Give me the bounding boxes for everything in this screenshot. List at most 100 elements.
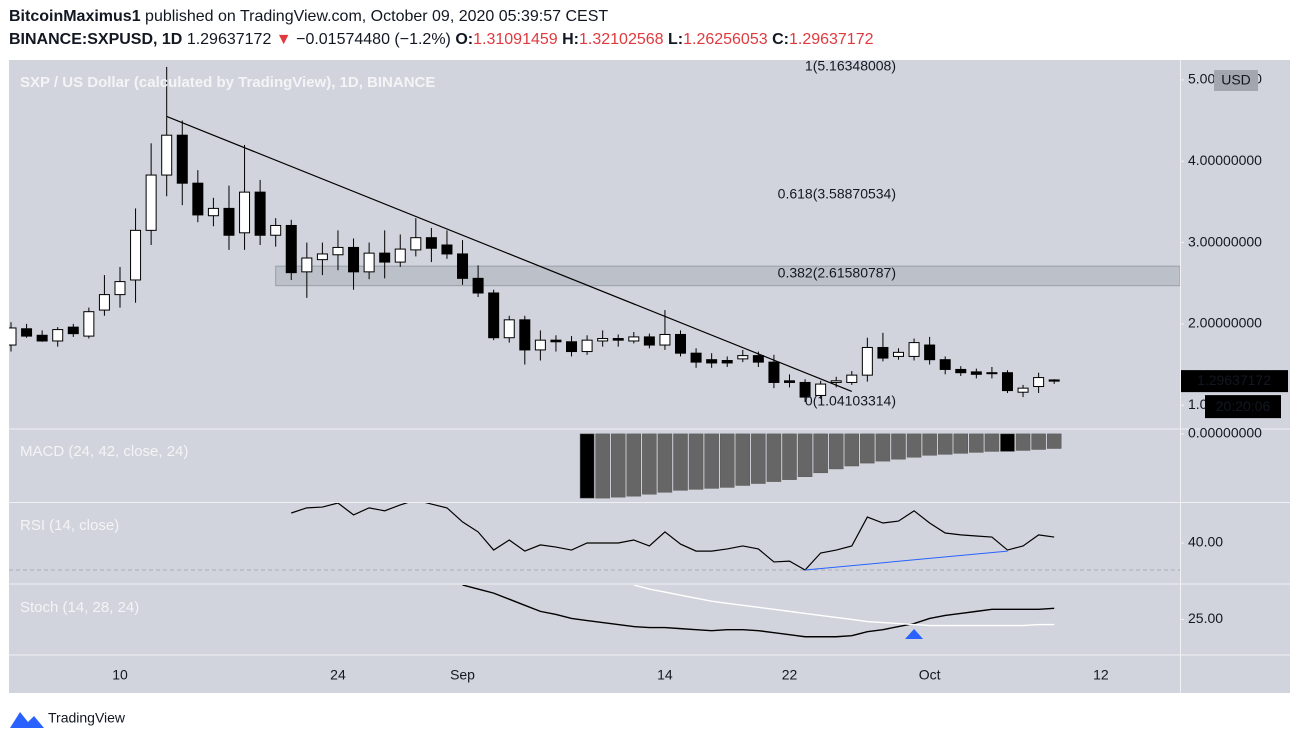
fib-label: 0.618(3.58870534) — [778, 185, 896, 201]
candle-body — [363, 252, 375, 273]
candle-body — [1001, 372, 1013, 392]
pane-title: RSI (14, close) — [20, 517, 119, 534]
histogram-bar — [875, 433, 891, 462]
candle-body — [1033, 377, 1045, 388]
histogram-bar — [719, 433, 735, 488]
candle-body — [597, 338, 609, 342]
x-tick-label: 24 — [330, 667, 346, 683]
candle-body — [114, 281, 126, 296]
histogram-bar — [657, 433, 673, 493]
ohlc-label: H: — [562, 31, 579, 48]
trendline — [166, 115, 853, 392]
candle-body — [721, 359, 733, 364]
y-tick-label: 0.00000000 — [1188, 425, 1262, 441]
candle-body — [924, 344, 936, 361]
histogram-bar — [782, 433, 797, 480]
candle-body — [970, 371, 982, 375]
candle-body — [410, 237, 422, 251]
candle-body — [316, 253, 328, 261]
brand-name: TradingView — [48, 710, 126, 726]
candle-body — [519, 319, 531, 351]
symbol-line: BINANCE:SXPUSD, 1D 1.29637172 ▼ −0.01574… — [9, 31, 874, 48]
candle-body — [332, 246, 344, 256]
candle-body — [425, 237, 437, 249]
ohlc-label: L: — [668, 31, 683, 48]
candle-body — [394, 248, 406, 263]
histogram-bar — [642, 433, 657, 495]
chart-background — [9, 60, 1290, 693]
histogram-bar — [844, 433, 860, 467]
candle-body — [176, 134, 188, 184]
brand: TradingView — [10, 710, 126, 728]
candle-body — [239, 191, 251, 234]
candle-body — [768, 361, 780, 383]
candle-body — [908, 342, 920, 357]
candle-body — [457, 253, 469, 279]
last-price: 1.29637172 — [187, 31, 272, 48]
header-line: BitcoinMaximus1 published on TradingView… — [9, 8, 608, 25]
y-tick-label: 2.00000000 — [1188, 315, 1262, 331]
pane-title: MACD (24, 42, close, 24) — [20, 443, 188, 460]
fib-label: 1(5.16348008) — [805, 57, 896, 73]
y-tick-label: 4.00000000 — [1188, 152, 1262, 168]
price-label: 1.29637172 — [1197, 372, 1271, 388]
pane — [579, 433, 1062, 499]
histogram-bar — [953, 433, 969, 454]
candle-body — [52, 329, 64, 342]
pane — [462, 585, 1055, 638]
indicator-line — [462, 585, 1055, 638]
candle-body — [223, 207, 235, 236]
histogram-bar — [860, 433, 875, 464]
candle-body — [643, 336, 655, 346]
histogram-bar — [766, 433, 782, 482]
author: BitcoinMaximus1 — [9, 8, 141, 25]
histogram-bar — [595, 433, 610, 499]
histogram-bar — [704, 433, 719, 489]
histogram-bar — [906, 433, 922, 458]
candle-body — [706, 359, 718, 364]
candle-body — [488, 292, 500, 339]
pane — [9, 66, 1180, 402]
countdown: 20:20:06 — [1216, 398, 1271, 414]
arrow: ▼ — [276, 31, 292, 48]
signal-marker — [905, 629, 924, 639]
histogram-bar — [735, 433, 751, 486]
histogram-bar — [1015, 433, 1031, 451]
histogram-bar — [610, 433, 626, 498]
histogram-bar — [984, 433, 1000, 452]
fib-label: 0(1.04103314) — [805, 393, 896, 409]
candle-body — [861, 346, 873, 376]
x-tick-label: 22 — [782, 667, 798, 683]
plot-layer: 5.000000004.000000003.000000002.00000000… — [9, 57, 1288, 683]
candle-body — [612, 338, 624, 341]
pane-title: Stoch (14, 28, 24) — [20, 599, 139, 616]
candle-body — [566, 341, 578, 353]
candle-body — [955, 368, 967, 374]
histogram-bar — [673, 433, 688, 491]
divergence-line — [805, 550, 1008, 571]
candle-body — [192, 182, 204, 216]
candle-body — [207, 207, 219, 217]
y-tick-label: 3.00000000 — [1188, 233, 1262, 249]
open-value: 1.31091459 — [473, 31, 558, 48]
x-tick-label: Oct — [919, 667, 941, 683]
candle-body — [472, 277, 484, 294]
currency-box — [1214, 70, 1258, 91]
candle-body — [986, 372, 998, 375]
histogram-bar — [813, 433, 828, 474]
chart-title: SXP / US Dollar (calculated by TradingVi… — [20, 74, 435, 91]
candle-body — [675, 333, 687, 354]
candle-body — [348, 246, 360, 273]
candle-body — [784, 380, 795, 383]
candle-body — [1017, 387, 1029, 393]
x-tick-label: 14 — [657, 667, 673, 683]
x-tick-label: 12 — [1093, 667, 1109, 683]
candle-body — [379, 252, 391, 263]
candle-body — [737, 355, 749, 360]
currency: USD — [1221, 72, 1251, 88]
countdown-box — [1205, 395, 1281, 419]
candle-body — [9, 327, 17, 346]
histogram-bar — [751, 433, 766, 484]
candle-body — [534, 339, 546, 351]
